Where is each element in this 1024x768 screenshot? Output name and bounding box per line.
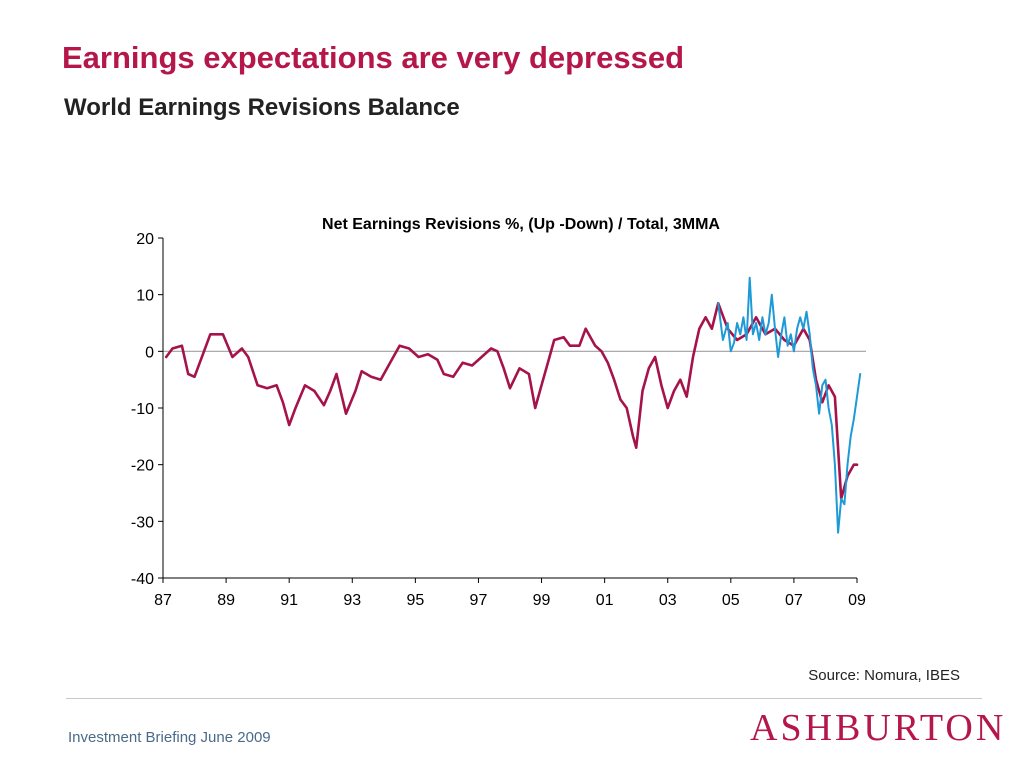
footer-text: Investment Briefing June 2009 xyxy=(68,729,271,746)
x-tick-label: 09 xyxy=(848,592,866,609)
chart-series xyxy=(164,276,862,534)
y-tick-label: -40 xyxy=(131,571,154,588)
y-tick-label: -30 xyxy=(131,514,154,531)
y-tick-label: -10 xyxy=(131,401,154,418)
footer-divider xyxy=(66,698,982,699)
x-tick-label: 07 xyxy=(785,592,803,609)
slide-subtitle: World Earnings Revisions Balance xyxy=(64,94,460,121)
slide-title: Earnings expectations are very depressed xyxy=(62,40,685,75)
y-tick-label: 20 xyxy=(136,231,154,248)
source-note: Source: Nomura, IBES xyxy=(808,667,960,684)
x-tick-label: 01 xyxy=(596,592,614,609)
x-tick-label: 97 xyxy=(470,592,488,609)
x-tick-label: 05 xyxy=(722,592,740,609)
series-line-2 xyxy=(717,276,862,534)
x-tick-label: 87 xyxy=(154,592,172,609)
x-tick-label: 89 xyxy=(217,592,235,609)
x-tick-label: 95 xyxy=(406,592,424,609)
y-tick-label: 0 xyxy=(145,344,154,361)
x-tick-label: 93 xyxy=(343,592,361,609)
y-tick-label: 10 xyxy=(136,288,154,305)
y-tick-label: -20 xyxy=(131,458,154,475)
x-tick-label: 91 xyxy=(280,592,298,609)
chart-title: Net Earnings Revisions %, (Up -Down) / T… xyxy=(322,216,720,233)
x-tick-label: 03 xyxy=(659,592,677,609)
ashburton-logo: ASHBURTON xyxy=(750,707,1007,749)
x-tick-label: 99 xyxy=(533,592,551,609)
